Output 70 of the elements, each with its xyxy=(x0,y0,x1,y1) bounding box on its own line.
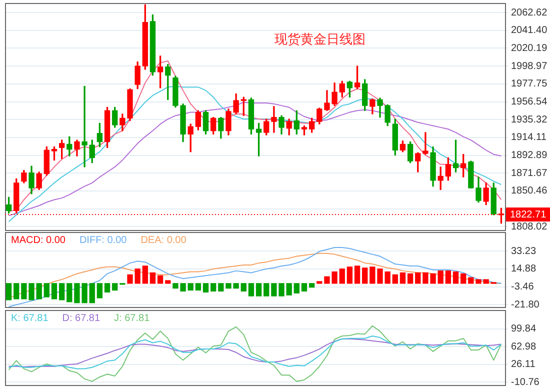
bar xyxy=(400,272,406,284)
bar xyxy=(195,283,202,291)
bar xyxy=(14,283,20,300)
y-tick-label: 1808.02 xyxy=(511,221,548,232)
bar xyxy=(188,283,194,291)
bar xyxy=(264,283,270,296)
bar xyxy=(308,283,315,288)
y-tick-label: -10.76 xyxy=(511,376,540,387)
y-tick-label: 26.11 xyxy=(511,359,536,370)
y-tick-label: 2062.62 xyxy=(511,7,548,18)
bar xyxy=(316,281,322,284)
bar xyxy=(210,283,216,292)
y-tick-label: 99.84 xyxy=(511,324,536,335)
y-tick-label: 14.88 xyxy=(511,264,536,275)
y-tick-label: 1935.32 xyxy=(511,114,548,126)
y-tick-label: 1977.75 xyxy=(511,78,548,90)
y-tick-label: -21.80 xyxy=(511,299,540,310)
bar xyxy=(460,273,466,284)
bar xyxy=(36,283,42,300)
text: DEA: 0.00 xyxy=(140,234,187,246)
bar xyxy=(51,283,58,300)
bar xyxy=(218,283,224,292)
bar xyxy=(392,274,398,284)
y-tick-label: 1914.11 xyxy=(511,132,547,144)
y-tick-label: 1871.67 xyxy=(511,168,548,179)
bar xyxy=(452,271,459,284)
bar xyxy=(44,283,50,298)
bar xyxy=(142,266,148,284)
y-tick-label: 1850.46 xyxy=(511,186,548,197)
bar xyxy=(339,268,345,284)
text: D: 67.81 xyxy=(62,312,100,324)
text: K: 67.81 xyxy=(11,312,49,324)
bar xyxy=(150,272,156,284)
bar xyxy=(66,283,72,302)
y-tick-label: -3.46 xyxy=(511,282,534,293)
bar xyxy=(248,283,254,296)
bar xyxy=(58,283,65,300)
y-tick-label: 1892.89 xyxy=(511,150,548,162)
y-tick-label: 2041.40 xyxy=(511,25,548,36)
bar xyxy=(104,283,110,292)
bar xyxy=(407,273,414,284)
bar xyxy=(346,266,353,284)
bar xyxy=(286,283,292,296)
bar xyxy=(362,268,368,284)
y-tick-label: 62.98 xyxy=(511,341,536,352)
bar xyxy=(256,283,262,296)
bar xyxy=(112,283,118,291)
bar xyxy=(6,283,12,300)
bar xyxy=(445,270,452,284)
bar xyxy=(468,277,474,284)
bar xyxy=(240,283,246,292)
text: MACD: 0.00 xyxy=(11,234,66,246)
bar xyxy=(415,272,421,284)
bar xyxy=(89,283,95,304)
y-tick-label: 33.23 xyxy=(511,246,536,257)
bar xyxy=(301,283,308,292)
bar xyxy=(202,283,209,292)
ref-line-label: 1822.71 xyxy=(510,209,547,220)
bar xyxy=(96,283,103,298)
bar xyxy=(438,270,444,284)
y-tick-label: 1956.54 xyxy=(511,96,548,108)
y-tick-label: 2020.19 xyxy=(511,42,548,54)
y-tick-label: 1998.97 xyxy=(511,60,548,72)
bar xyxy=(165,280,171,284)
bar xyxy=(294,283,300,294)
series-label: J: 67.81 xyxy=(114,312,150,324)
bar xyxy=(354,266,360,284)
text: 现货黄金日线图 xyxy=(274,32,366,47)
series-label: DIFF: 0.00 xyxy=(79,234,128,246)
bar xyxy=(157,275,164,284)
